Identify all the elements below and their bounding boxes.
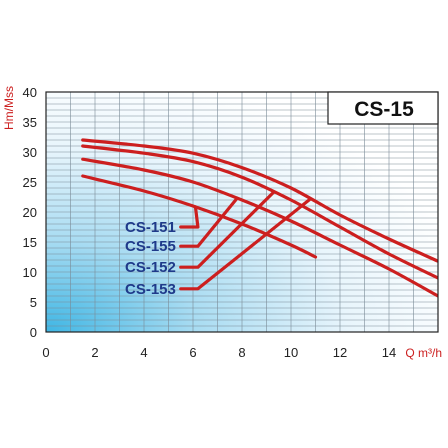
x-tick-label: 6 [189,345,196,360]
title-box-frame [327,91,439,125]
chart-title: CS-15 [354,98,414,121]
plot-frame [45,91,439,333]
x-tick-label: 0 [42,345,49,360]
x-tick-label: 4 [140,345,147,360]
x-axis-label: Q m³/h [405,346,442,360]
series-label-cs-151: CS-151 [125,219,176,236]
series-labels: CS-151 CS-155 CS-152 CS-153 [125,219,176,298]
curve-cs-152 [81,144,438,280]
y-tick-label: 15 [23,235,37,250]
tick-labels: 0 2 4 6 8 10 12 14 0 5 10 15 20 25 30 35 40 [23,85,397,360]
y-tick-label: 30 [23,145,37,160]
y-axis-label: Hm/Mss [2,86,16,130]
y-tick-label: 10 [23,265,37,280]
x-tick-label: 14 [382,345,396,360]
series-label-cs-155: CS-155 [125,238,176,255]
curve-cs-155 [81,157,438,298]
x-tick-label: 8 [238,345,245,360]
curve-cs-151 [81,174,318,259]
grid [46,92,438,332]
y-tick-label: 35 [23,115,37,130]
series-label-cs-152: CS-152 [125,259,176,276]
curves [81,138,438,298]
y-tick-label: 5 [30,295,37,310]
leader-cs-155 [179,196,239,248]
y-tick-label: 25 [23,175,37,190]
series-label-cs-153: CS-153 [125,281,176,298]
title-box: CS-15 [327,91,439,125]
x-tick-label: 12 [333,345,347,360]
leader-cs-153 [179,197,313,291]
y-tick-label: 20 [23,205,37,220]
y-tick-label: 0 [30,325,37,340]
leader-cs-151 [179,205,200,229]
leader-cs-152 [179,190,276,269]
y-tick-label: 40 [23,85,37,100]
x-tick-label: 10 [284,345,298,360]
x-tick-label: 2 [91,345,98,360]
curve-cs-153 [81,138,438,263]
